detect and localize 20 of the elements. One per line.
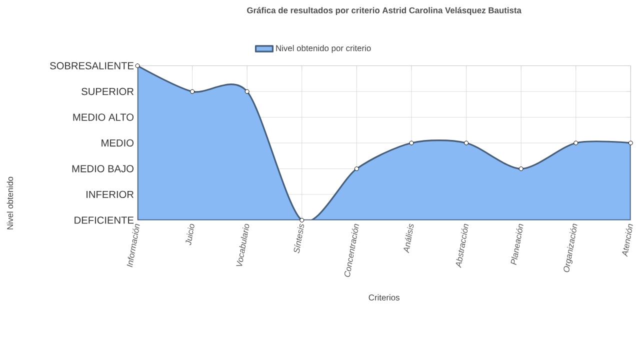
x-tick-label: Atención bbox=[622, 224, 633, 258]
text: MEDIO ALTO bbox=[73, 114, 134, 121]
legend-label: Nivel obtenido por criterio bbox=[276, 45, 371, 53]
text: INFERIOR bbox=[86, 191, 134, 198]
x-tick-label: Juicio bbox=[186, 224, 194, 246]
x-tick-label: Abstracción bbox=[456, 224, 469, 268]
x-tick-label: Información bbox=[126, 224, 140, 268]
text: MEDIO BAJO bbox=[72, 165, 134, 172]
x-tick-label: Análisis bbox=[404, 224, 414, 254]
text: SUPERIOR bbox=[82, 88, 134, 96]
x-axis-title: Criterios bbox=[368, 294, 400, 301]
text: Nivel obtenido bbox=[6, 177, 14, 230]
x-tick-label: Síntesis bbox=[294, 224, 304, 254]
x-tick-label: Vocabulario bbox=[236, 224, 250, 266]
text: MEDIO bbox=[102, 140, 134, 147]
chart-title: Gráfica de resultados por criterio Astrid Carolina Velásquez Bautista bbox=[247, 7, 522, 16]
text: DEFICIENTE bbox=[74, 216, 134, 224]
text: SOBRESALIENTE bbox=[50, 62, 134, 70]
x-tick-label: Planeación bbox=[510, 224, 524, 266]
x-tick-label: Organización bbox=[564, 224, 578, 272]
